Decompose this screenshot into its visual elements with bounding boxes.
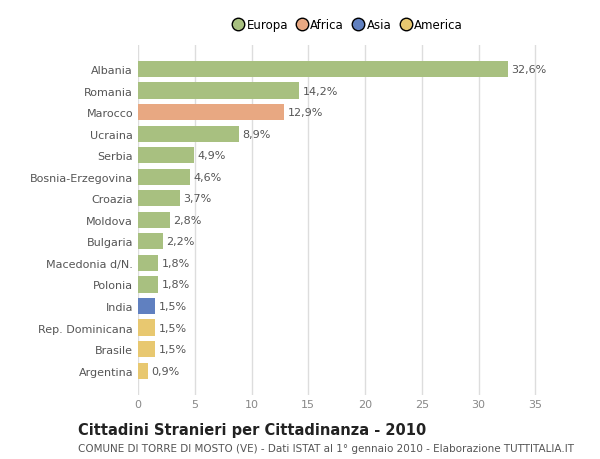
Text: 2,8%: 2,8% (173, 215, 202, 225)
Legend: Europa, Africa, Asia, America: Europa, Africa, Asia, America (231, 17, 465, 34)
Bar (138, 126, 239, 142)
Bar (138, 320, 155, 336)
Text: 12,9%: 12,9% (288, 108, 323, 118)
Bar (138, 191, 180, 207)
Text: 1,8%: 1,8% (162, 258, 190, 269)
Text: Cittadini Stranieri per Cittadinanza - 2010: Cittadini Stranieri per Cittadinanza - 2… (78, 422, 426, 437)
Bar (138, 277, 158, 293)
Bar (138, 341, 155, 358)
Text: 2,2%: 2,2% (166, 237, 195, 247)
Bar (138, 363, 148, 379)
Bar (138, 148, 194, 164)
Text: 1,8%: 1,8% (162, 280, 190, 290)
Text: 1,5%: 1,5% (158, 323, 187, 333)
Text: 1,5%: 1,5% (158, 301, 187, 311)
Bar (138, 212, 170, 229)
Text: 3,7%: 3,7% (184, 194, 212, 204)
Bar (138, 83, 299, 100)
Bar (138, 105, 284, 121)
Text: 4,9%: 4,9% (197, 151, 226, 161)
Bar (138, 62, 508, 78)
Text: 0,9%: 0,9% (152, 366, 180, 376)
Text: 1,5%: 1,5% (158, 344, 187, 354)
Text: 4,6%: 4,6% (194, 172, 222, 182)
Text: 8,9%: 8,9% (242, 129, 271, 140)
Bar (138, 234, 163, 250)
Text: 32,6%: 32,6% (511, 65, 547, 75)
Bar (138, 255, 158, 271)
Text: COMUNE DI TORRE DI MOSTO (VE) - Dati ISTAT al 1° gennaio 2010 - Elaborazione TUT: COMUNE DI TORRE DI MOSTO (VE) - Dati IST… (78, 443, 574, 453)
Bar (138, 169, 190, 185)
Bar (138, 298, 155, 314)
Text: 14,2%: 14,2% (302, 86, 338, 96)
